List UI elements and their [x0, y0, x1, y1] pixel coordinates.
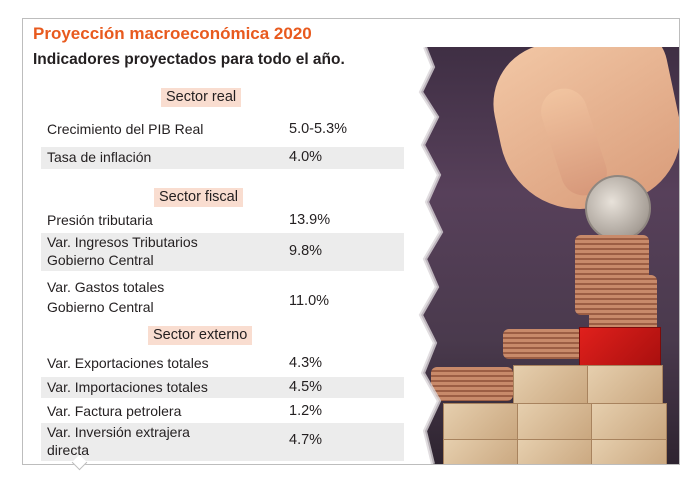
row-label-line-1: Var. Inversión extrajera [47, 424, 190, 440]
row-value: 4.5% [289, 379, 323, 395]
row-value: 5.0-5.3% [289, 121, 348, 137]
coin-stack [431, 367, 513, 401]
row-value: 11.0% [289, 293, 330, 309]
table-row: Var. Factura petrolera 1.2% [41, 403, 404, 422]
table-row: Var. Exportaciones totales 4.3% [41, 355, 404, 374]
table-row: Var. Ingresos Tributarios Gobierno Centr… [41, 233, 404, 271]
wood-block [587, 365, 663, 407]
row-label: Crecimiento del PIB Real [47, 121, 204, 137]
row-label: Tasa de inflación [47, 149, 152, 165]
infographic-subtitle: Indicadores proyectados para todo el año… [33, 51, 345, 68]
row-label: Var. Exportaciones totales [47, 355, 209, 371]
row-label-line-2: Gobierno Central [47, 299, 154, 315]
row-label-line-1: Var. Gastos totales [47, 279, 165, 295]
row-label-line-2: Gobierno Central [47, 252, 154, 268]
wood-block [517, 403, 593, 441]
coin-stack [589, 275, 657, 335]
wood-block [591, 439, 667, 464]
row-value: 4.3% [289, 355, 323, 371]
row-value: 4.7% [289, 432, 323, 448]
table-row: Var. Importaciones totales 4.5% [41, 377, 404, 398]
row-label: Var. Factura petrolera [47, 403, 182, 419]
row-label: Presión tributaria [47, 212, 153, 228]
section-label-sector-externo: Sector externo [148, 326, 253, 345]
row-value: 1.2% [289, 403, 323, 419]
section-label-sector-fiscal: Sector fiscal [154, 188, 243, 207]
wood-block [517, 439, 593, 464]
row-value: 4.0% [289, 149, 323, 165]
infographic-title: Proyección macroeconómica 2020 [33, 24, 312, 43]
row-label: Var. Importaciones totales [47, 379, 208, 395]
row-value: 13.9% [289, 212, 331, 228]
torn-paper-edge [403, 47, 444, 464]
row-value: 9.8% [289, 243, 323, 259]
wood-block [591, 403, 667, 441]
coin-stack [503, 329, 583, 359]
red-block [579, 327, 661, 369]
row-label-line-1: Var. Ingresos Tributarios [47, 234, 198, 250]
coins-hand-photo [403, 47, 679, 464]
row-label-line-2: directa [47, 442, 90, 458]
infographic-card: Proyección macroeconómica 2020 Indicador… [22, 18, 680, 465]
table-row: Crecimiento del PIB Real 5.0-5.3% [41, 121, 404, 140]
table-row: Var. Gastos totales Gobierno Central 11.… [41, 279, 404, 317]
wood-block [513, 365, 589, 407]
section-label-sector-real: Sector real [161, 88, 242, 107]
held-coin [585, 175, 651, 241]
table-row: Var. Inversión extrajera directa 4.7% [41, 423, 404, 461]
table-row: Presión tributaria 13.9% [41, 212, 404, 231]
table-row: Tasa de inflación 4.0% [41, 147, 404, 169]
